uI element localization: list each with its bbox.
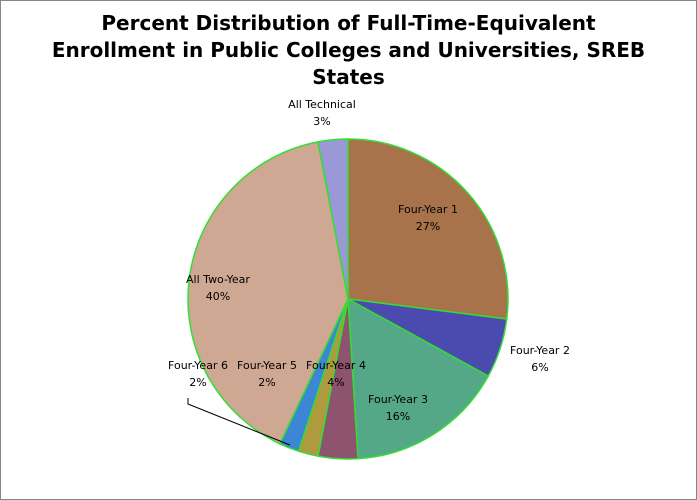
leader-line-four-year-6 bbox=[187, 398, 291, 446]
pie-slice-four-year-1 bbox=[347, 138, 509, 320]
slice-value-all-technical: 3% bbox=[313, 115, 330, 128]
pie-labels: Four-Year 1 27% Four-Year 2 6% Four-Year 3 16… bbox=[168, 98, 570, 423]
slice-label-four-year-4: Four-Year 4 bbox=[306, 359, 366, 372]
slice-label-four-year-5: Four-Year 5 bbox=[237, 359, 297, 372]
slice-label-four-year-1: Four-Year 1 bbox=[398, 203, 458, 216]
slice-value-four-year-1: 27% bbox=[416, 220, 440, 233]
slice-label-all-technical: All Technical bbox=[288, 98, 356, 111]
slice-value-all-two-year: 40% bbox=[206, 290, 230, 303]
slice-value-four-year-3: 16% bbox=[386, 410, 410, 423]
chart-title-line-2: Enrollment in Public Colleges and Univer… bbox=[51, 38, 646, 62]
pie-slice-all-two-year bbox=[187, 141, 349, 445]
chart-title-line-3: States bbox=[312, 65, 385, 89]
chart-title: Percent Distribution of Full-Time-Equiva… bbox=[0, 10, 697, 91]
slice-label-all-two-year: All Two-Year bbox=[186, 273, 250, 286]
slice-label-four-year-6: Four-Year 6 bbox=[168, 359, 228, 372]
slice-label-four-year-3: Four-Year 3 bbox=[368, 393, 428, 406]
slice-value-four-year-4: 4% bbox=[327, 376, 344, 389]
pie-slice-all-technical bbox=[317, 138, 349, 300]
slice-value-four-year-5: 2% bbox=[258, 376, 275, 389]
pie-slice-four-year-3 bbox=[347, 298, 489, 460]
chart-title-line-1: Percent Distribution of Full-Time-Equiva… bbox=[101, 11, 596, 35]
pie-slices bbox=[187, 138, 509, 460]
slice-value-four-year-2: 6% bbox=[531, 361, 548, 374]
slice-label-four-year-2: Four-Year 2 bbox=[510, 344, 570, 357]
slice-value-four-year-6: 2% bbox=[189, 376, 206, 389]
